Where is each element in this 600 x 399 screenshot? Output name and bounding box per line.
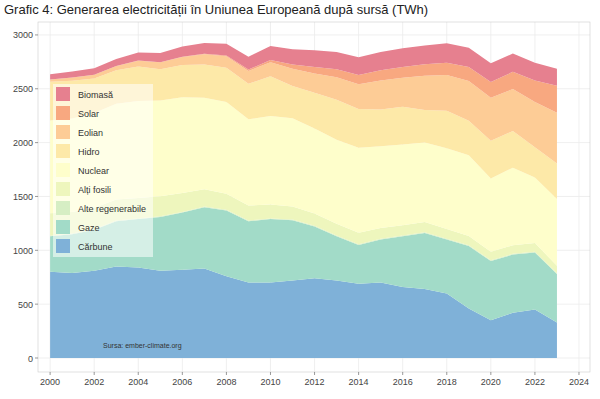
chart-svg: Grafic 4: Generarea electricității în Un… (0, 0, 600, 399)
y-tick-label: 500 (18, 300, 33, 310)
y-tick-label: 0 (28, 354, 33, 364)
x-tick-label: 2006 (172, 377, 192, 387)
legend: Biomasă Solar Eolian Hidro Nuclear Alți fosil… (53, 84, 153, 257)
legend-label: Hidro (78, 147, 100, 157)
source-annotation: Sursa: ember-climate.org (103, 342, 182, 350)
legend-label: Eolian (78, 128, 103, 138)
title: Grafic 4: Generarea electricității în Un… (4, 2, 428, 17)
legend-swatch (56, 106, 70, 120)
y-tick-label: 2500 (13, 84, 33, 94)
legend-label: Biomasă (78, 90, 113, 100)
chart-container: Grafic 4: Generarea electricității în Un… (0, 0, 600, 399)
legend-label: Solar (78, 109, 99, 119)
grid (38, 22, 590, 372)
legend-label: Alte regenerabile (78, 204, 146, 214)
x-tick-label: 2002 (84, 377, 104, 387)
legend-swatch (56, 239, 70, 253)
x-tick (358, 372, 359, 375)
x-tick (182, 372, 183, 375)
legend-swatch (56, 182, 70, 196)
y-tick (35, 196, 38, 197)
x-tick (534, 372, 535, 375)
y-tick (35, 142, 38, 143)
y-tick-label: 2000 (13, 138, 33, 148)
legend-label: Cărbune (78, 242, 113, 252)
y-tick-label: 3000 (13, 30, 33, 40)
y-tick-label: 1500 (13, 192, 33, 202)
legend-swatch (56, 201, 70, 215)
plot-background (38, 22, 590, 372)
y-tick (35, 34, 38, 35)
legend-swatch (56, 220, 70, 234)
x-tick (490, 372, 491, 375)
x-grid-line (578, 22, 579, 372)
x-tick (446, 372, 447, 375)
plot-frame (38, 22, 590, 372)
x-tick-label: 2012 (305, 377, 325, 387)
x-tick (50, 372, 51, 375)
legend-label: Nuclear (78, 166, 109, 176)
x-tick (314, 372, 315, 375)
x-tick-label: 2016 (393, 377, 413, 387)
x-tick (226, 372, 227, 375)
x-tick-label: 2020 (481, 377, 501, 387)
y-tick (35, 358, 38, 359)
x-tick-label: 2004 (128, 377, 148, 387)
legend-label: Alți fosili (78, 185, 111, 195)
x-tick (402, 372, 403, 375)
x-tick-label: 2022 (525, 377, 545, 387)
legend-background (53, 84, 153, 257)
legend-swatch (56, 163, 70, 177)
x-tick-label: 2010 (260, 377, 280, 387)
x-tick-label: 2008 (216, 377, 236, 387)
areas (50, 43, 557, 358)
x-tick-label: 2000 (40, 377, 60, 387)
legend-swatch (56, 144, 70, 158)
x-tick (94, 372, 95, 375)
legend-label: Gaze (78, 223, 100, 233)
y-grid-line (38, 34, 590, 35)
axes: 0 500 1000 1500 2000 2500 3000 2000 2002 2004 2006… (13, 30, 589, 387)
x-tick (138, 372, 139, 375)
y-tick-label: 1000 (13, 246, 33, 256)
x-tick-label: 2014 (349, 377, 369, 387)
x-tick-label: 2018 (437, 377, 457, 387)
y-tick (35, 88, 38, 89)
x-tick (270, 372, 271, 375)
y-tick (35, 250, 38, 251)
area (50, 43, 557, 86)
legend-swatch (56, 87, 70, 101)
x-tick-label: 2024 (569, 377, 589, 387)
legend-swatch (56, 125, 70, 139)
y-tick (35, 304, 38, 305)
x-tick (578, 372, 579, 375)
